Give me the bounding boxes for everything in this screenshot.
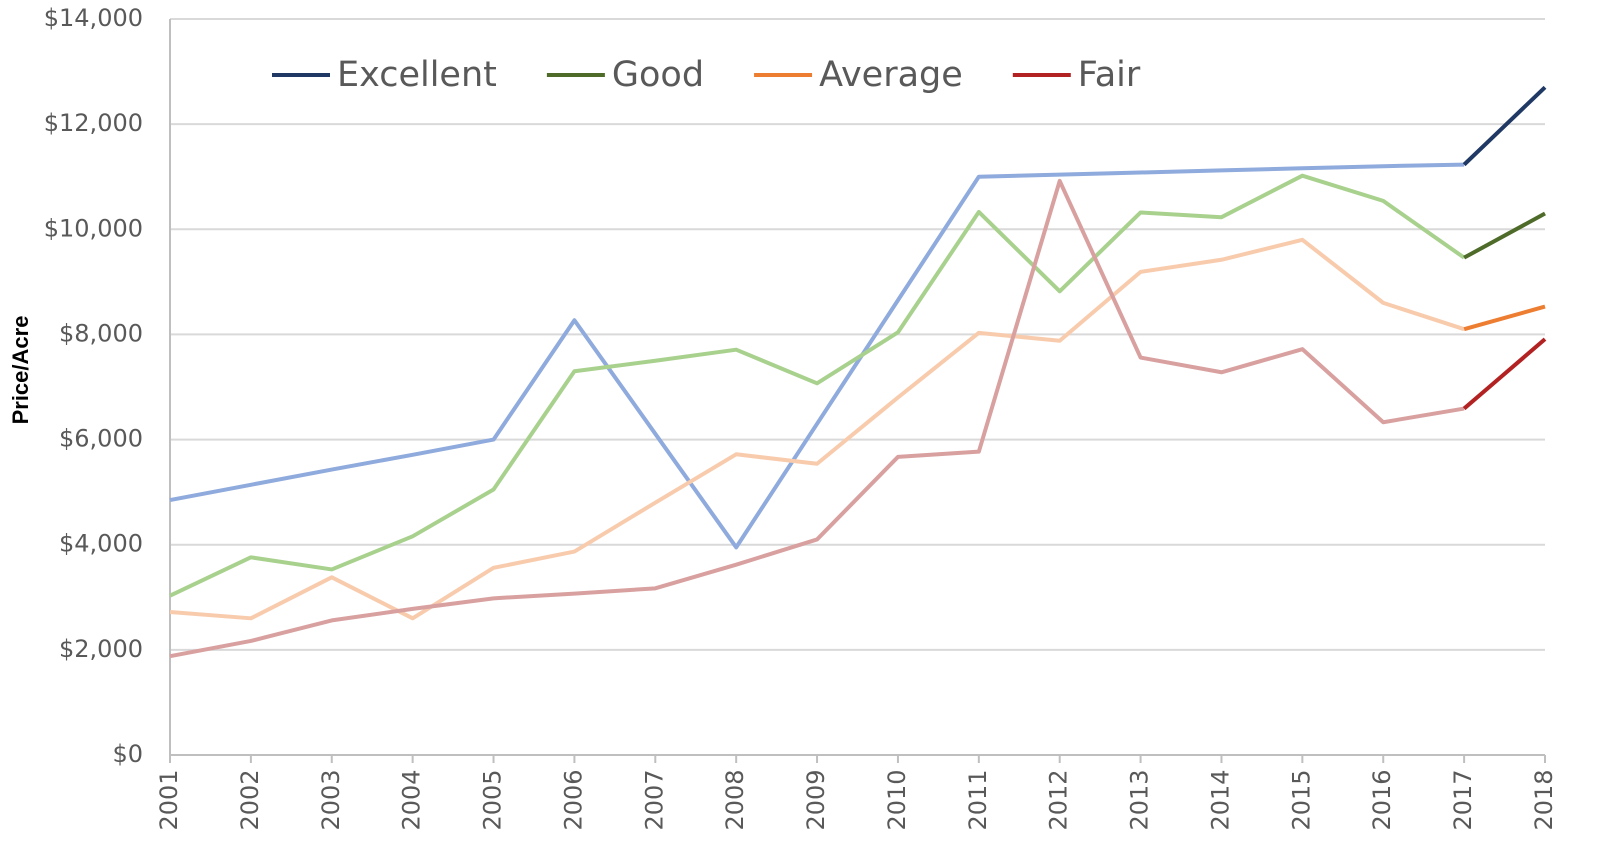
y-tick-label: $14,000	[44, 4, 143, 32]
line-history	[169, 237, 1465, 621]
x-tick-label: 2005	[479, 769, 507, 830]
x-tick-label: 2004	[398, 769, 426, 830]
line-history	[169, 173, 1466, 598]
x-tick-label: 2002	[236, 769, 264, 830]
y-tick-label: $8,000	[59, 319, 143, 347]
y-tick-label: $0	[112, 740, 143, 768]
y-tick-label: $4,000	[59, 530, 143, 558]
line-latest	[1462, 85, 1547, 167]
y-tick-label: $12,000	[44, 109, 143, 137]
x-tick-label: 2015	[1287, 769, 1315, 830]
legend-label: Average	[819, 55, 963, 95]
x-tick-label: 2014	[1206, 769, 1234, 830]
x-tick-label: 2018	[1530, 769, 1558, 830]
x-tick-label: 2013	[1126, 769, 1154, 830]
legend-label: Good	[612, 55, 704, 95]
x-tick-label: 2012	[1045, 769, 1073, 830]
x-tick-label: 2011	[964, 769, 992, 830]
line-latest	[1463, 211, 1546, 260]
y-tick-label: $6,000	[59, 425, 143, 453]
legend-label: Excellent	[337, 55, 497, 95]
x-tick-label: 2010	[883, 769, 911, 830]
x-tick-label: 2016	[1368, 769, 1396, 830]
y-axis-label: Price/Acre	[8, 316, 33, 425]
x-tick-label: 2009	[802, 769, 830, 830]
legend-label: Fair	[1078, 55, 1141, 95]
x-tick-label: 2006	[559, 769, 587, 830]
x-tick-label: 2008	[721, 769, 749, 830]
y-tick-label: $2,000	[59, 635, 143, 663]
x-tick-label: 2017	[1449, 769, 1477, 830]
line-history	[169, 162, 1465, 550]
x-tick-label: 2001	[155, 769, 183, 830]
line-latest	[1462, 337, 1547, 411]
x-tick-label: 2007	[640, 769, 668, 830]
x-tick-label: 2003	[317, 769, 345, 830]
line-history	[169, 178, 1465, 659]
y-tick-label: $10,000	[44, 214, 143, 242]
line-latest	[1463, 304, 1546, 332]
